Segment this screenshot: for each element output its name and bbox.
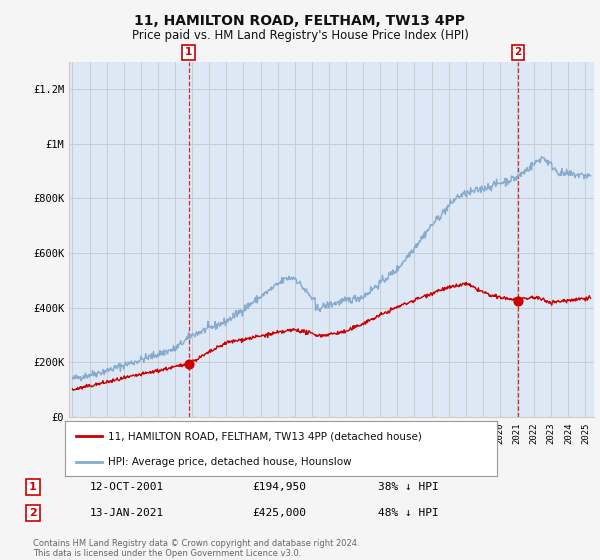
Text: Contains HM Land Registry data © Crown copyright and database right 2024.
This d: Contains HM Land Registry data © Crown c… <box>33 539 359 558</box>
Text: 38% ↓ HPI: 38% ↓ HPI <box>378 482 439 492</box>
Text: 2: 2 <box>29 508 37 518</box>
Text: HPI: Average price, detached house, Hounslow: HPI: Average price, detached house, Houn… <box>108 458 352 467</box>
Text: 11, HAMILTON ROAD, FELTHAM, TW13 4PP: 11, HAMILTON ROAD, FELTHAM, TW13 4PP <box>134 14 466 28</box>
Text: £425,000: £425,000 <box>252 508 306 518</box>
Text: 48% ↓ HPI: 48% ↓ HPI <box>378 508 439 518</box>
Text: 11, HAMILTON ROAD, FELTHAM, TW13 4PP (detached house): 11, HAMILTON ROAD, FELTHAM, TW13 4PP (de… <box>108 432 422 441</box>
Point <box>184 360 193 368</box>
Bar <box>188 62 518 417</box>
Text: Price paid vs. HM Land Registry's House Price Index (HPI): Price paid vs. HM Land Registry's House … <box>131 29 469 42</box>
Point <box>513 296 523 305</box>
Text: 1: 1 <box>185 48 192 58</box>
Text: 12-OCT-2001: 12-OCT-2001 <box>90 482 164 492</box>
Text: £194,950: £194,950 <box>252 482 306 492</box>
Text: 2: 2 <box>514 48 521 58</box>
Text: 1: 1 <box>29 482 37 492</box>
Text: 13-JAN-2021: 13-JAN-2021 <box>90 508 164 518</box>
